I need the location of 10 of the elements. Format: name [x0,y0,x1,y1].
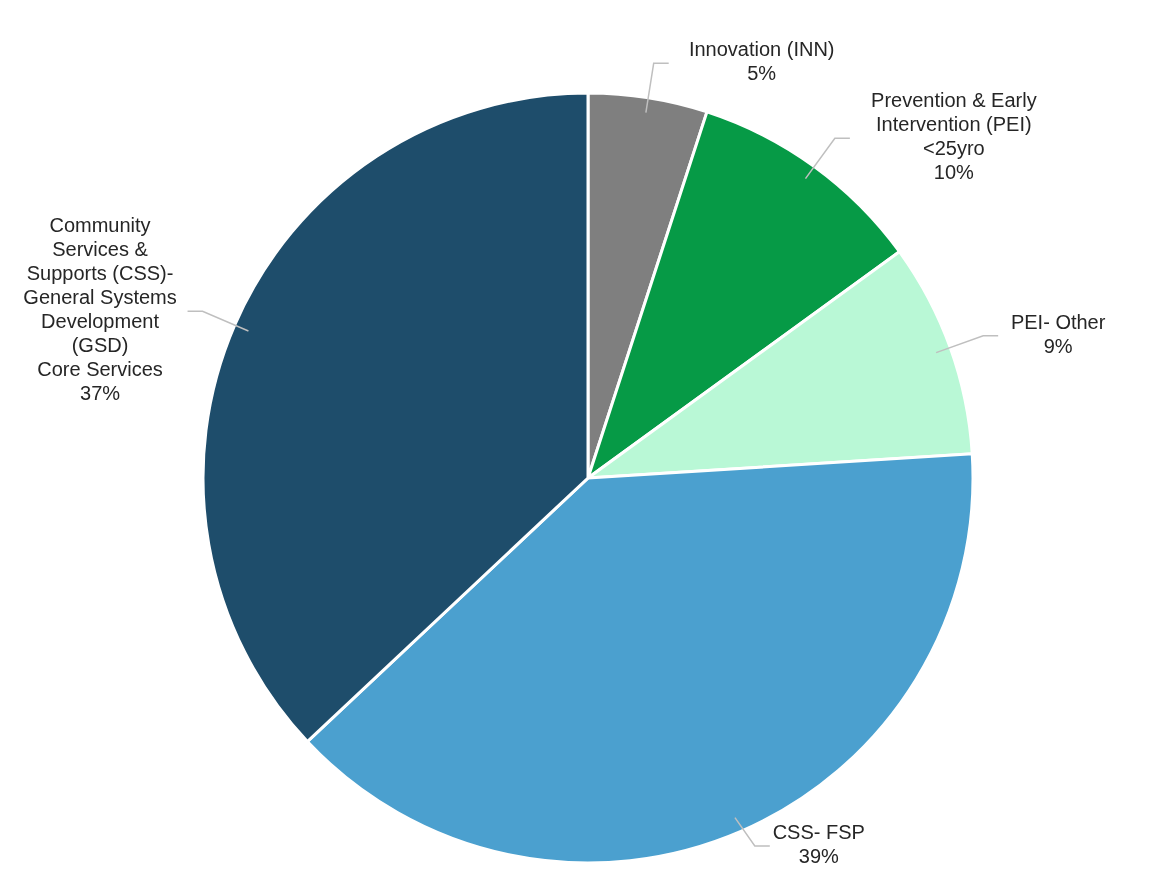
data-label: 9% [1043,335,1073,358]
slice-label: Prevention & Early Intervention (PEI) <25yro [871,89,1037,160]
data-label: 37% [80,382,121,405]
data-label: 39% [798,845,840,868]
slice-label: CSS- FSP [772,821,865,844]
data-label: 10% [933,161,975,184]
slice-label: PEI- Other [1010,311,1106,334]
data-label: 5% [747,62,777,85]
slice-label: Innovation (INN) [688,38,835,61]
slice-label: Community Services & Supports (CSS)- General Systems Development (GSD) Core Services [23,214,177,381]
